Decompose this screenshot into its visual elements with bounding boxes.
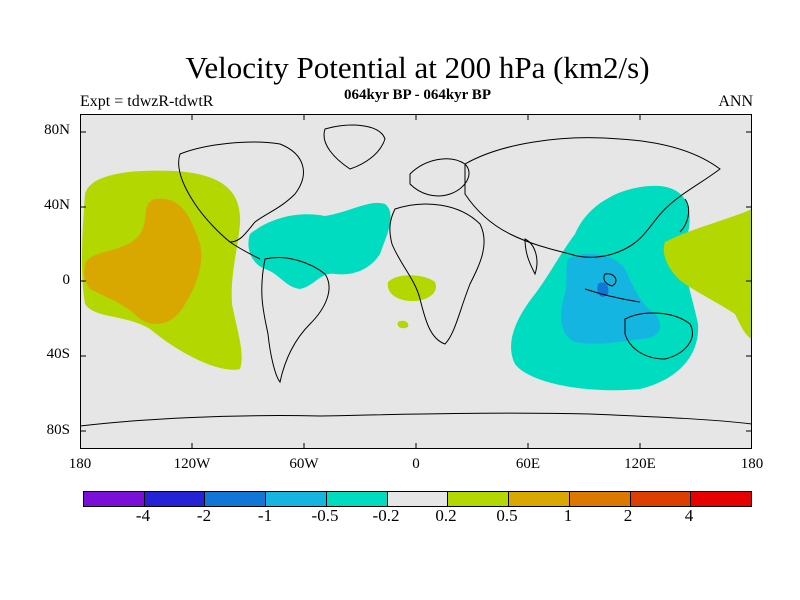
colorbar-label: 4 — [684, 506, 694, 525]
coast-borneo — [603, 273, 617, 287]
coast-japan — [679, 198, 690, 233]
colorbar-label: -0.5 — [311, 506, 339, 525]
xtick-label: 180 — [68, 456, 92, 472]
map-panel — [80, 114, 752, 449]
colorbar-label: 0.5 — [496, 506, 518, 525]
experiment-label: Expt = tdwzR-tdwtR — [80, 93, 214, 110]
xtick-label: 60E — [515, 456, 541, 472]
season-label: ANN — [718, 93, 753, 110]
xtick-label: 120E — [624, 456, 656, 472]
xtick-label: 0 — [412, 456, 420, 472]
colorbar-swatch — [84, 492, 145, 506]
ytick-label: 80N — [44, 122, 70, 138]
coast-india — [524, 238, 538, 276]
maritime-continent-core — [561, 253, 660, 344]
colorbar-label: 1 — [563, 506, 573, 525]
coast-europe — [409, 158, 470, 197]
ytick-label: 40S — [46, 346, 70, 362]
east-pacific-core — [84, 198, 202, 324]
coast-antarctica — [80, 412, 752, 427]
coast-greenland — [323, 124, 386, 170]
africa-positive — [387, 275, 436, 302]
xtick-label: 180 — [740, 456, 764, 472]
colorbar-swatch — [144, 492, 206, 506]
colorbar-label: -4 — [135, 506, 151, 525]
west-pacific-positive — [663, 209, 752, 339]
colorbar — [83, 491, 752, 507]
ytick-label: 40N — [44, 197, 70, 213]
colorbar-swatch — [326, 492, 388, 506]
coast-indonesia — [584, 288, 641, 303]
coast-asia — [464, 137, 721, 258]
chart-title: Velocity Potential at 200 hPa (km2/s) — [185, 50, 650, 85]
coast-north-america — [178, 141, 304, 243]
colorbar-swatch — [387, 492, 449, 506]
atlantic-negative — [248, 202, 391, 289]
colorbar-swatch — [691, 492, 752, 506]
chart-subtitle: 064kyr BP - 064kyr BP — [344, 87, 491, 103]
coastlines — [80, 124, 752, 427]
colorbar-swatch — [205, 492, 267, 506]
colorbar-swatch — [266, 492, 327, 506]
coast-central-america — [229, 241, 261, 260]
coast-south-america — [261, 256, 330, 384]
colorbar-label: -2 — [196, 506, 212, 525]
ytick-label: 0 — [62, 272, 71, 288]
colorbar-label: 0.2 — [435, 506, 457, 525]
ytick-label: 80S — [46, 422, 70, 438]
colorbar-swatch — [569, 492, 631, 506]
xtick-label: 60W — [289, 456, 319, 472]
coast-australia — [624, 312, 693, 360]
africa-positive-small — [397, 320, 409, 329]
colorbar-swatch — [509, 492, 570, 506]
xtick-label: 120W — [173, 456, 211, 472]
colorbar-swatch — [630, 492, 692, 506]
coast-africa — [389, 203, 485, 345]
colorbar-label: 2 — [623, 506, 633, 525]
colorbar-label: -1 — [257, 506, 273, 525]
colorbar-label: -0.2 — [372, 506, 400, 525]
axis-ticks — [80, 114, 752, 449]
colorbar-swatch — [448, 492, 510, 506]
map-svg — [80, 114, 752, 449]
